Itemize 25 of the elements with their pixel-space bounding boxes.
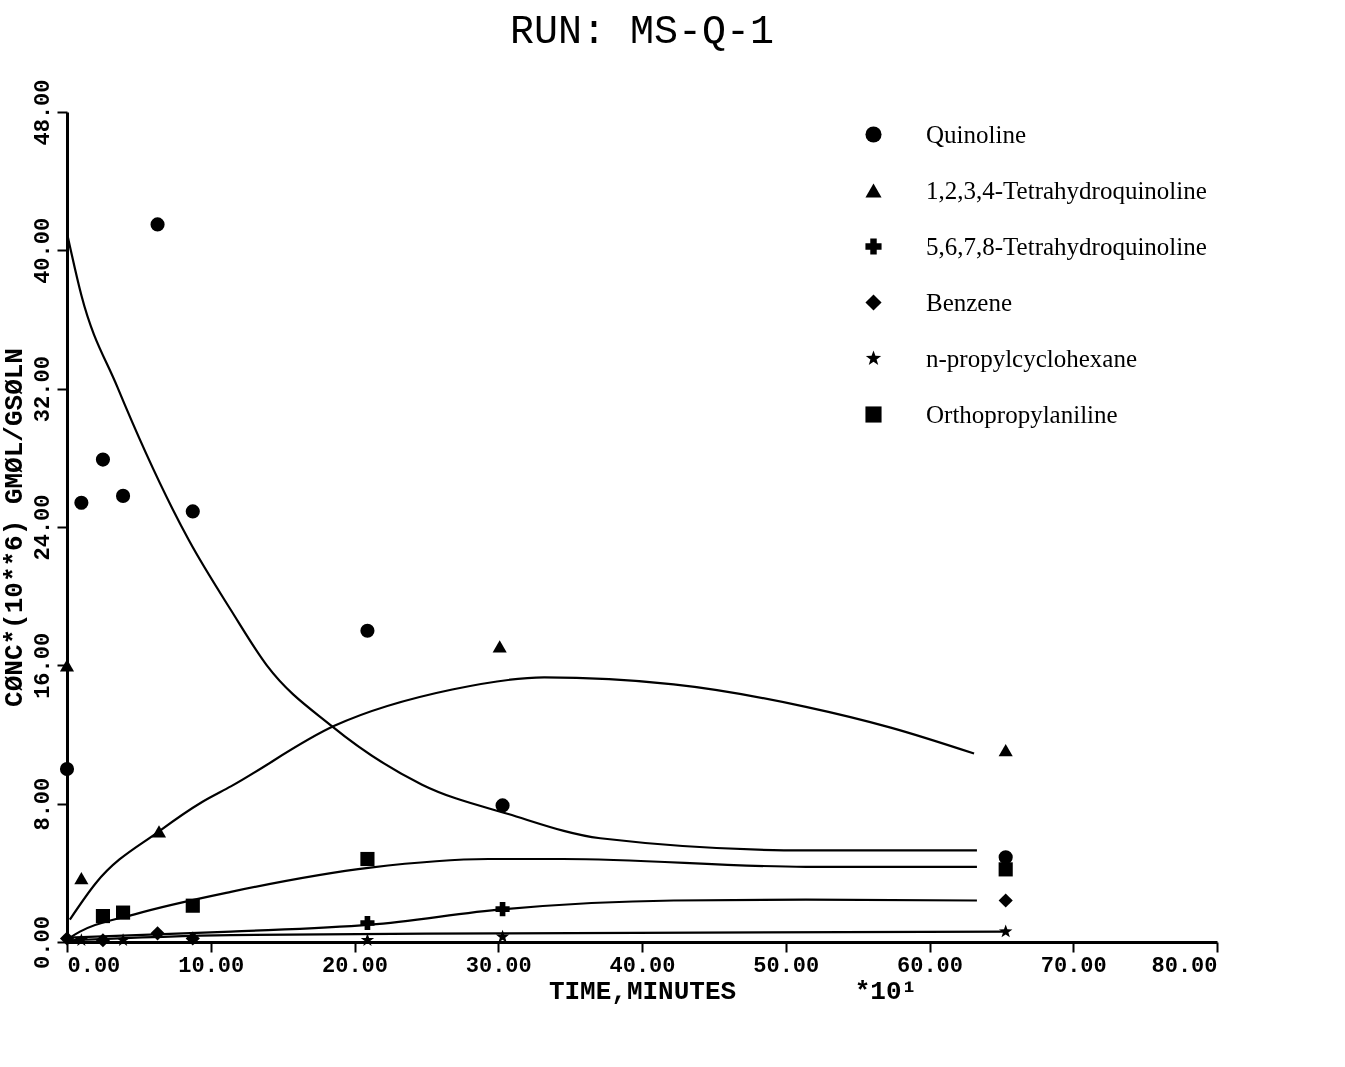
y-tick-label: 16.00 (30, 632, 56, 699)
x-tick-label: 10.00 (178, 953, 245, 979)
legend-label: 1,2,3,4-Tetrahydroquinoline (926, 176, 1207, 204)
legend-label: 5,6,7,8-Tetrahydroquinoline (926, 232, 1207, 260)
legend-label: Quinoline (926, 120, 1026, 148)
text: *10¹ (854, 977, 918, 1007)
x-tick-label: 60.00 (896, 953, 964, 979)
y-tick-label: 40.00 (30, 217, 56, 284)
y-tick-label: 48.00 (30, 79, 56, 146)
y-tick-label: 24.00 (30, 494, 56, 561)
y-axis-title: CØNC*(10**6) GMØL/GSØLN (0, 348, 30, 707)
x-tick-label: 80.00 (1151, 953, 1218, 979)
x-tick-label: 70.00 (1040, 953, 1107, 979)
y-tick-label: 32.00 (30, 356, 56, 423)
chart-title: RUN: MS-Q-1 (509, 9, 775, 55)
x-axis-title: TIME,MINUTES (548, 976, 737, 1007)
x-tick-label: 40.00 (609, 953, 676, 979)
legend-label: Benzene (926, 288, 1013, 316)
legend-label: n-propylcyclohexane (926, 344, 1138, 372)
y-tick-label: 8.00 (30, 777, 56, 831)
x-tick-label: 0.00 (67, 953, 121, 979)
x-tick-label: 30.00 (465, 953, 532, 979)
x-tick-label: 20.00 (321, 953, 389, 979)
legend-label: Orthopropylaniline (926, 400, 1118, 428)
x-tick-label: 50.00 (753, 953, 820, 979)
